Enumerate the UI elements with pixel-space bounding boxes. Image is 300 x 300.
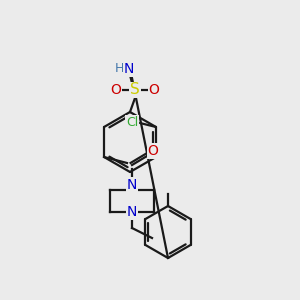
Text: N: N [127,178,137,192]
Text: Cl: Cl [126,116,138,128]
Text: N: N [127,205,137,219]
Text: S: S [130,82,140,98]
Text: O: O [111,83,122,97]
Text: N: N [124,62,134,76]
Text: H: H [114,62,124,76]
Text: O: O [148,144,158,158]
Text: O: O [148,83,159,97]
